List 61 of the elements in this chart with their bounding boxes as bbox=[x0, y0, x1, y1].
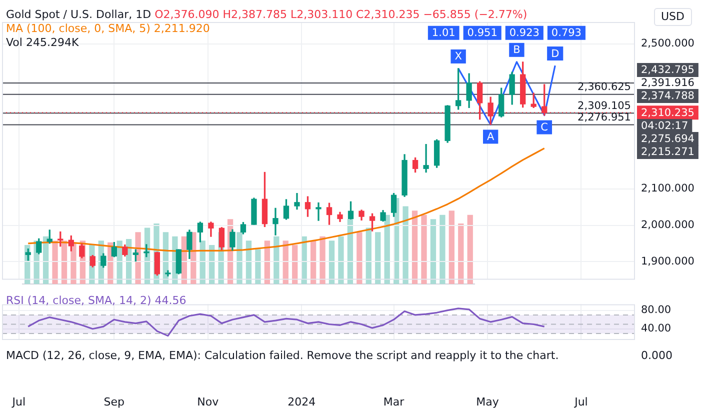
bar bbox=[430, 219, 436, 284]
ref-line-label: 2,309.105 bbox=[578, 100, 631, 112]
y-tick-label: 2,000.000 bbox=[641, 218, 694, 231]
text: 2,374.788 bbox=[641, 90, 694, 102]
bar bbox=[52, 240, 58, 284]
bar bbox=[421, 214, 427, 284]
bar bbox=[366, 228, 372, 284]
bar bbox=[274, 236, 280, 284]
bar bbox=[310, 240, 316, 284]
annotation: C bbox=[540, 122, 548, 134]
bar bbox=[448, 210, 454, 284]
bar bbox=[467, 214, 473, 284]
bar bbox=[292, 244, 298, 284]
bar bbox=[440, 214, 446, 284]
ref-line-label: 2,391.916 bbox=[641, 77, 695, 90]
text: 2,432.795 bbox=[641, 64, 694, 76]
text: MACD (12, 26, close, 9, EMA, EMA): Calculation failed. Remove the script and reapply it to the chart. bbox=[6, 349, 559, 363]
annotation: X bbox=[454, 50, 462, 63]
bar bbox=[246, 240, 252, 284]
text: MA (100, close, 0, SMA, 5) 2,211.920 bbox=[6, 22, 210, 36]
bar bbox=[402, 206, 408, 284]
text: 0.000 bbox=[641, 349, 672, 363]
bar bbox=[356, 232, 362, 284]
bar bbox=[255, 249, 261, 284]
annotation: B bbox=[513, 44, 520, 56]
chart-title: Gold Spot / U.S. Dollar, 1D bbox=[6, 8, 152, 21]
annotation: 1.01 bbox=[432, 27, 456, 40]
text: 2,215.271 bbox=[641, 146, 694, 158]
x-tick-label: Mar bbox=[383, 395, 405, 408]
ref-line-label: 2,276.951 bbox=[578, 111, 631, 124]
bar bbox=[458, 223, 464, 284]
annotation: 0.951 bbox=[467, 27, 498, 40]
y-tick-label: 80.00 bbox=[641, 304, 672, 316]
ref-line-label: 2,310.235 bbox=[641, 106, 694, 119]
text: 2,275.694 bbox=[641, 133, 695, 146]
chart-title: Vol 245.294K bbox=[6, 36, 79, 50]
bar bbox=[375, 232, 381, 284]
annotation: A bbox=[486, 130, 495, 143]
x-tick-label: Sep bbox=[104, 395, 125, 408]
bar bbox=[328, 240, 335, 284]
bar bbox=[412, 210, 418, 284]
x-tick-label: Jul bbox=[11, 395, 26, 408]
y-tick-label: 2,100.000 bbox=[641, 182, 694, 195]
annotation: 0.923 bbox=[509, 27, 540, 40]
annotation: D bbox=[551, 48, 560, 60]
y-tick-label: 1,900.000 bbox=[641, 255, 694, 268]
y-tick-label: 2,500.000 bbox=[641, 38, 694, 50]
chart-subtitle: O2,376.090 H2,387.785 L2,303.110 C2,310.235 −65.855 (−2.77%) bbox=[154, 8, 528, 21]
ref-line-label: 2,360.625 bbox=[578, 81, 631, 94]
series-label: RSI (14, close, SMA, 14, 2) 44.56 bbox=[6, 294, 186, 308]
annotation: 0.793 bbox=[551, 27, 582, 40]
currency-button: USD bbox=[654, 8, 692, 26]
x-tick-label: May bbox=[476, 395, 500, 408]
bar bbox=[320, 236, 326, 284]
text: 04:02:17 bbox=[641, 120, 688, 132]
bar bbox=[338, 236, 344, 284]
x-tick-label: 2024 bbox=[288, 395, 316, 408]
x-tick-label: Nov bbox=[197, 395, 220, 408]
x-tick-label: Jul bbox=[574, 395, 588, 408]
bar bbox=[236, 232, 242, 284]
y-tick-label: 40.00 bbox=[641, 322, 672, 335]
